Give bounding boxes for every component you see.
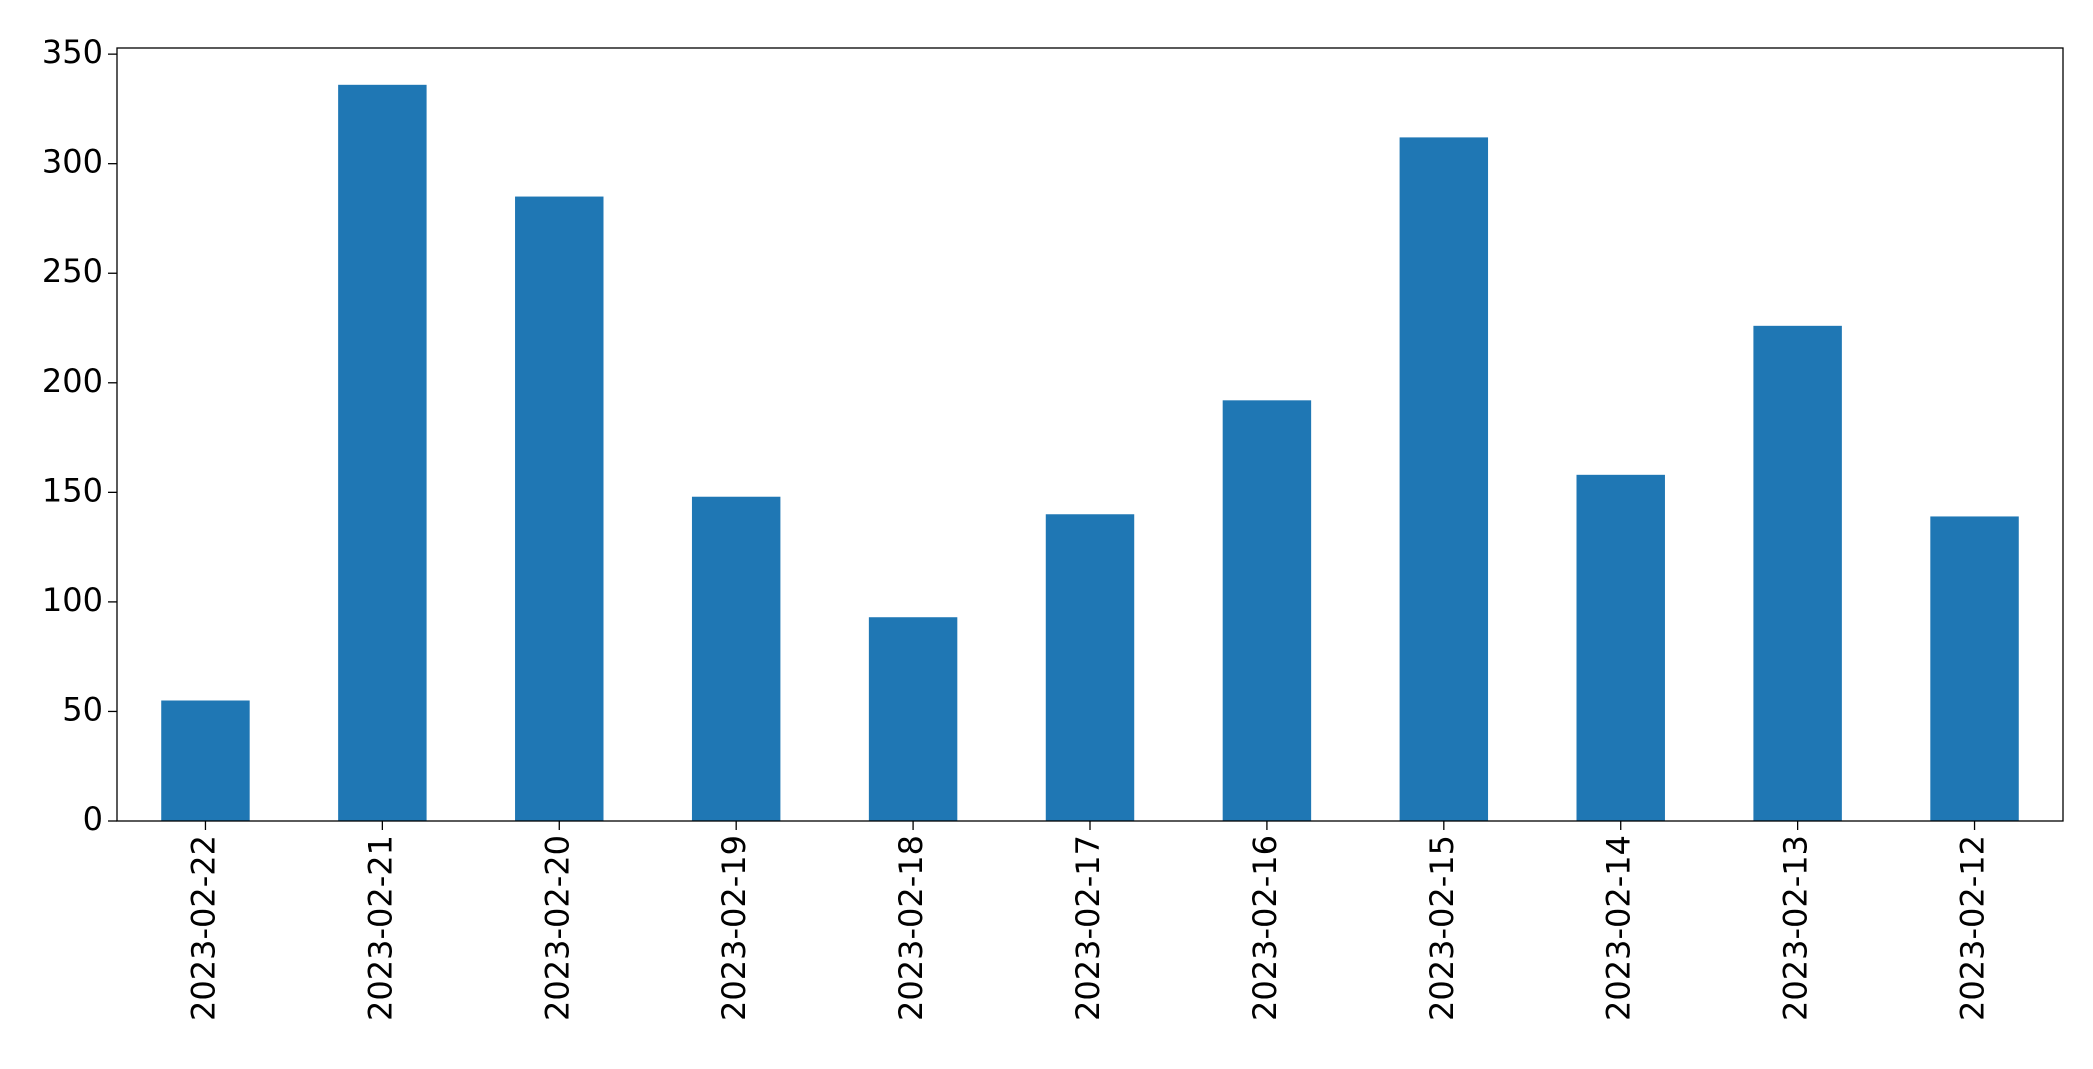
y-tick-label: 250 — [42, 252, 103, 290]
bar — [868, 617, 958, 821]
y-tick-label: 150 — [42, 471, 103, 509]
x-tick-label: 2023-02-18 — [892, 835, 930, 1021]
bar — [161, 700, 250, 821]
y-tick-label: 0 — [83, 800, 103, 838]
x-tick-label: 2023-02-17 — [1069, 835, 1107, 1021]
y-tick-label: 300 — [42, 143, 103, 181]
x-tick-label: 2023-02-16 — [1246, 835, 1284, 1021]
bar — [1576, 474, 1665, 821]
bar — [338, 84, 427, 822]
plot-frame — [116, 47, 2064, 822]
bar — [1222, 400, 1312, 821]
x-tick-label: 2023-02-21 — [361, 835, 399, 1021]
x-tick-label: 2023-02-15 — [1423, 835, 1461, 1021]
x-tick-label: 2023-02-13 — [1777, 835, 1815, 1021]
y-tick-label: 100 — [42, 581, 103, 619]
y-tick-label: 200 — [42, 362, 103, 400]
bar — [1930, 516, 2019, 821]
bar — [691, 496, 781, 821]
y-tick-label: 350 — [42, 33, 103, 71]
bar — [1045, 514, 1135, 821]
y-tick-label: 50 — [62, 690, 103, 728]
bar — [1399, 137, 1489, 822]
x-tick-label: 2023-02-22 — [184, 835, 222, 1021]
x-tick-label: 2023-02-20 — [538, 835, 576, 1021]
x-tick-label: 2023-02-12 — [1954, 835, 1992, 1021]
bar — [515, 196, 604, 821]
x-tick-label: 2023-02-19 — [715, 835, 753, 1021]
x-tick-label: 2023-02-14 — [1600, 835, 1638, 1021]
bar — [1753, 325, 1842, 821]
